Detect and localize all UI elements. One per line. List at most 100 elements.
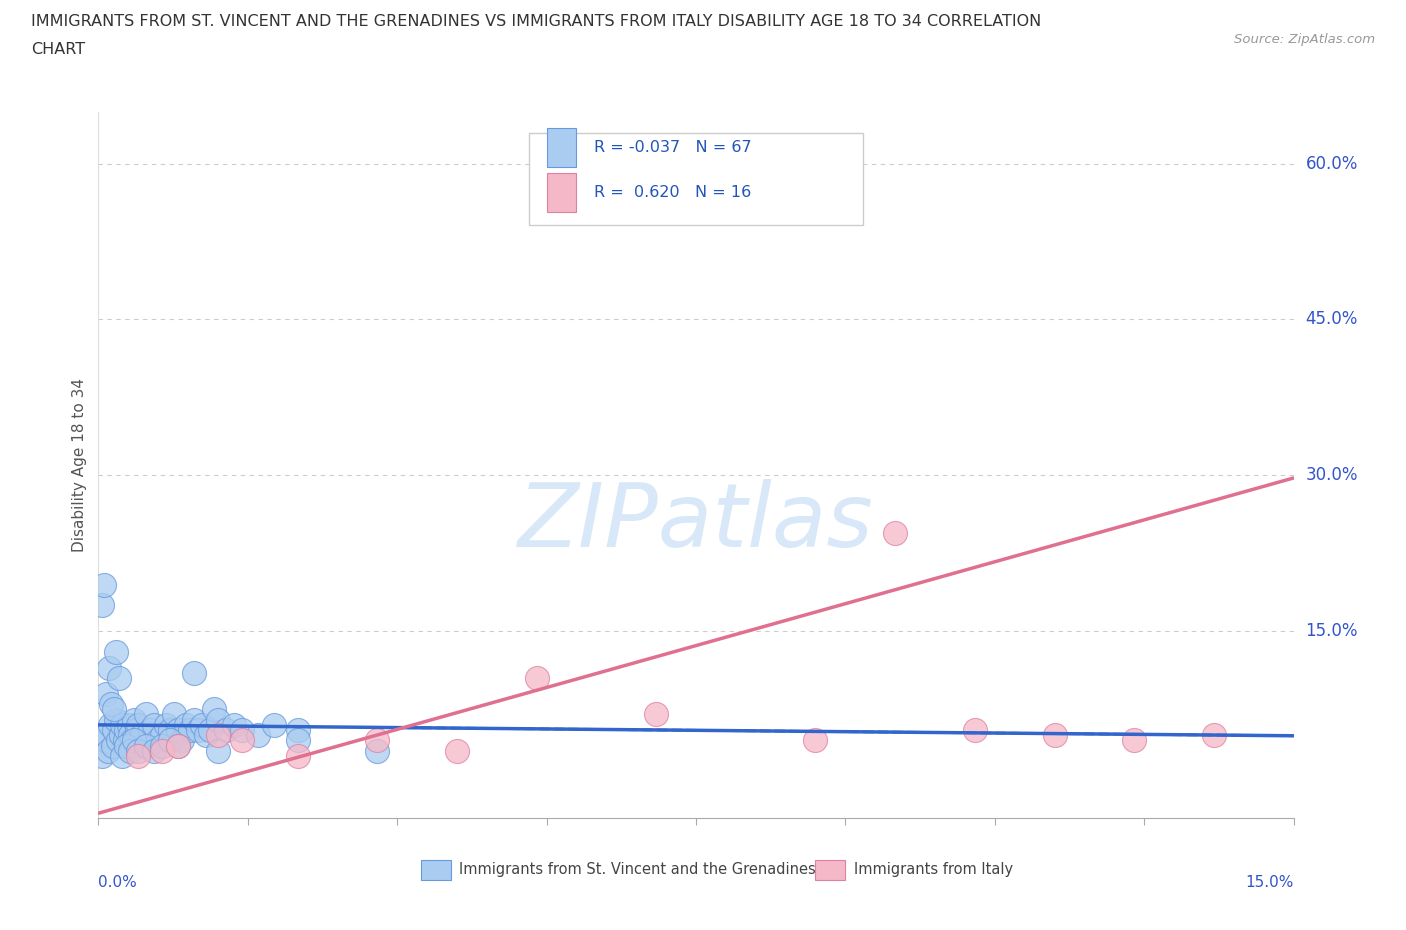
- Point: [111, 749, 134, 764]
- Point: [159, 733, 181, 748]
- Point: [174, 717, 197, 732]
- Point: [287, 733, 309, 748]
- Point: [167, 723, 190, 737]
- FancyBboxPatch shape: [529, 133, 863, 225]
- Point: [148, 733, 170, 748]
- Point: [215, 723, 238, 737]
- Point: [104, 712, 127, 727]
- Point: [131, 728, 153, 743]
- Point: [163, 707, 186, 722]
- Point: [263, 717, 285, 732]
- FancyBboxPatch shape: [422, 860, 451, 880]
- Point: [107, 733, 129, 748]
- Text: R =  0.620   N = 16: R = 0.620 N = 16: [595, 185, 752, 200]
- Point: [1123, 733, 1146, 748]
- Point: [645, 707, 668, 722]
- FancyBboxPatch shape: [547, 127, 576, 166]
- Point: [366, 743, 388, 758]
- Point: [179, 723, 201, 737]
- Point: [115, 723, 138, 737]
- Point: [183, 712, 205, 727]
- Point: [139, 723, 162, 737]
- Point: [159, 723, 181, 737]
- Point: [115, 738, 138, 753]
- Text: 60.0%: 60.0%: [1306, 154, 1358, 173]
- Point: [135, 738, 157, 753]
- Point: [231, 733, 253, 748]
- Point: [191, 717, 214, 732]
- Point: [111, 717, 134, 732]
- FancyBboxPatch shape: [815, 860, 845, 880]
- Y-axis label: Disability Age 18 to 34: Disability Age 18 to 34: [72, 378, 87, 552]
- Point: [96, 728, 118, 743]
- Point: [1043, 728, 1066, 743]
- Point: [207, 743, 229, 758]
- Point: [207, 728, 229, 743]
- Text: 15.0%: 15.0%: [1246, 875, 1294, 890]
- Point: [143, 717, 166, 732]
- Point: [118, 717, 141, 732]
- Point: [202, 702, 225, 717]
- Text: R = -0.037   N = 67: R = -0.037 N = 67: [595, 140, 752, 154]
- Point: [183, 666, 205, 681]
- Point: [198, 723, 221, 737]
- Point: [120, 743, 142, 758]
- Point: [804, 733, 827, 748]
- Point: [97, 660, 120, 675]
- Point: [124, 733, 146, 748]
- Point: [135, 707, 157, 722]
- Point: [167, 738, 190, 753]
- Point: [127, 749, 149, 764]
- Point: [150, 738, 173, 753]
- Text: ZIPatlas: ZIPatlas: [519, 479, 873, 565]
- Point: [150, 728, 173, 743]
- Point: [526, 671, 548, 685]
- Point: [287, 723, 309, 737]
- Point: [167, 738, 190, 753]
- FancyBboxPatch shape: [547, 173, 576, 212]
- Point: [207, 712, 229, 727]
- Point: [287, 749, 309, 764]
- Point: [110, 728, 132, 743]
- Point: [104, 644, 127, 659]
- Point: [143, 743, 166, 758]
- Point: [127, 717, 149, 732]
- Point: [121, 733, 143, 748]
- Point: [96, 686, 118, 701]
- Point: [114, 733, 136, 748]
- Text: Source: ZipAtlas.com: Source: ZipAtlas.com: [1234, 33, 1375, 46]
- Point: [155, 717, 177, 732]
- Point: [103, 702, 125, 717]
- Point: [127, 743, 149, 758]
- Point: [94, 733, 117, 748]
- Point: [446, 743, 468, 758]
- Text: CHART: CHART: [31, 42, 84, 57]
- Point: [124, 712, 146, 727]
- Point: [187, 723, 209, 737]
- Point: [1202, 728, 1225, 743]
- Text: 30.0%: 30.0%: [1306, 466, 1358, 485]
- Point: [103, 723, 125, 737]
- Point: [884, 525, 907, 540]
- Point: [222, 717, 245, 732]
- Point: [195, 728, 218, 743]
- Point: [108, 671, 131, 685]
- Point: [120, 728, 142, 743]
- Point: [150, 743, 173, 758]
- Text: 45.0%: 45.0%: [1306, 311, 1358, 328]
- Point: [246, 728, 269, 743]
- Text: Immigrants from St. Vincent and the Grenadines: Immigrants from St. Vincent and the Gren…: [460, 862, 815, 878]
- Point: [231, 723, 253, 737]
- Text: IMMIGRANTS FROM ST. VINCENT AND THE GRENADINES VS IMMIGRANTS FROM ITALY DISABILI: IMMIGRANTS FROM ST. VINCENT AND THE GREN…: [31, 14, 1042, 29]
- Point: [366, 733, 388, 748]
- Text: 15.0%: 15.0%: [1306, 622, 1358, 641]
- Text: 0.0%: 0.0%: [98, 875, 138, 890]
- Point: [172, 733, 194, 748]
- Point: [963, 723, 986, 737]
- Point: [125, 723, 148, 737]
- Text: Immigrants from Italy: Immigrants from Italy: [853, 862, 1012, 878]
- Point: [101, 738, 124, 753]
- Point: [91, 598, 114, 613]
- Point: [91, 749, 114, 764]
- Point: [98, 717, 122, 732]
